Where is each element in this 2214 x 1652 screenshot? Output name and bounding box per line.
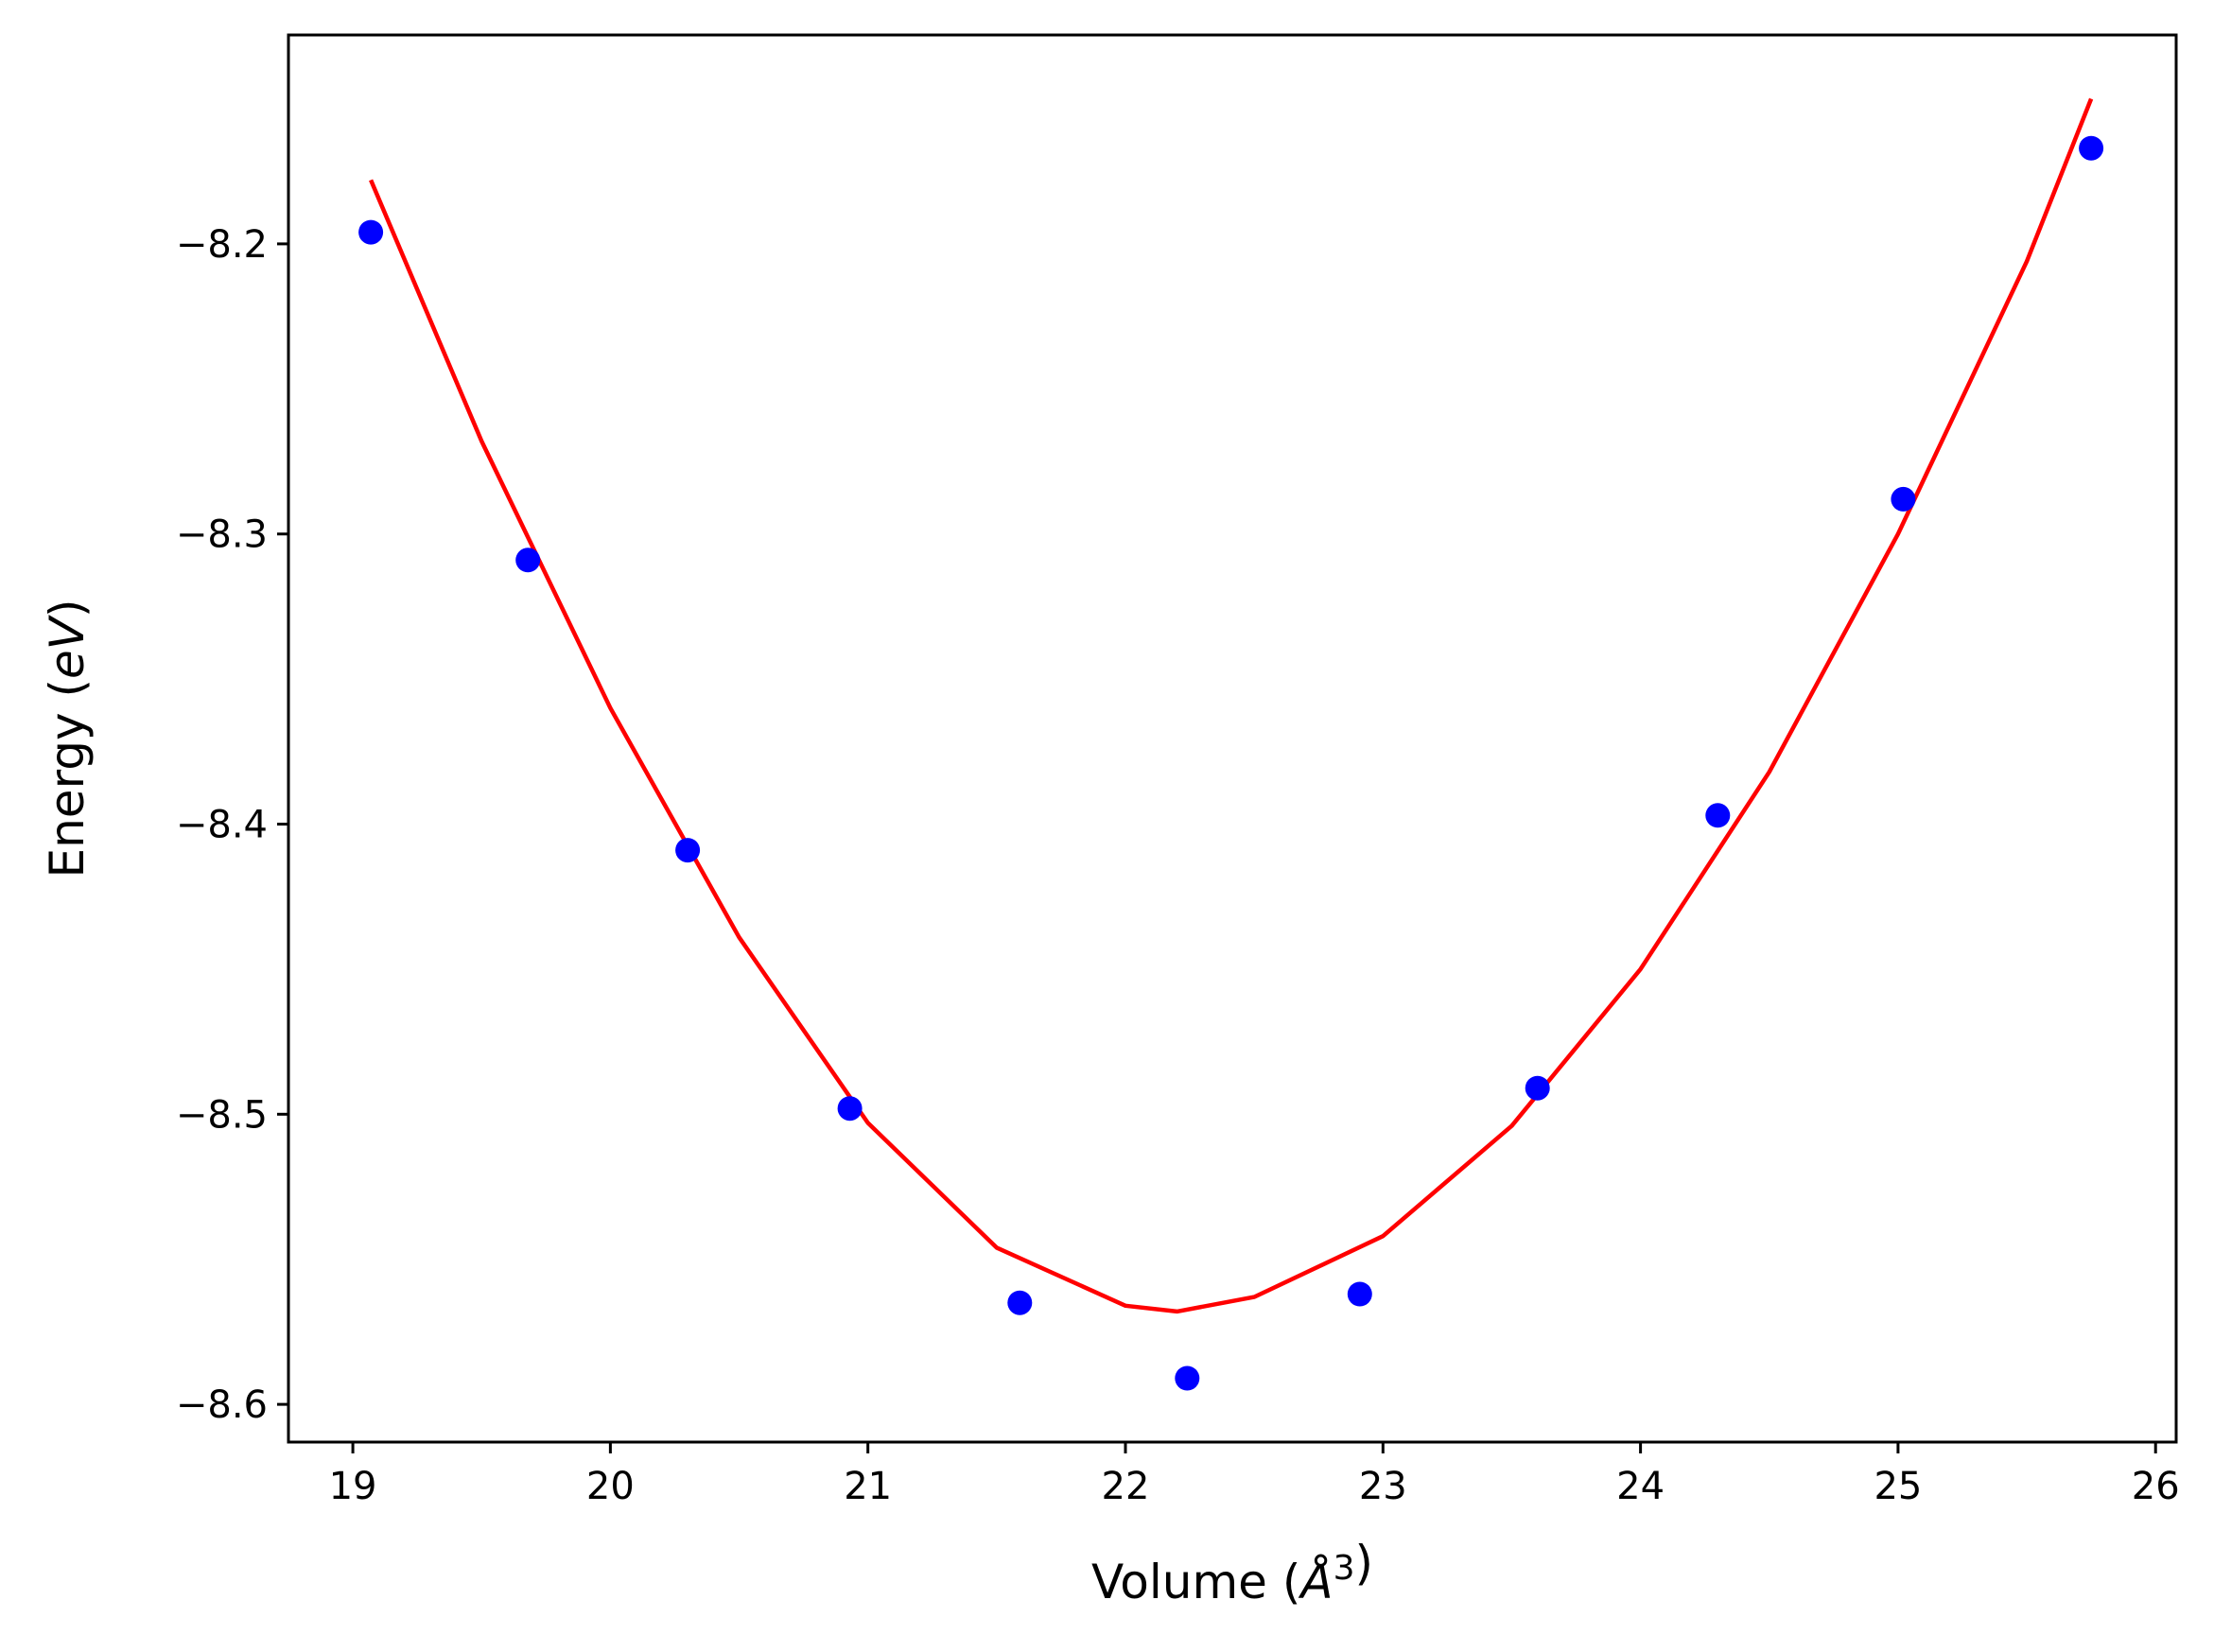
data-point bbox=[358, 219, 384, 245]
y-tick-label: −8.4 bbox=[176, 804, 268, 847]
y-tick-label: −8.5 bbox=[176, 1093, 268, 1137]
x-tick-label: 26 bbox=[2132, 1465, 2180, 1508]
x-axis-ticks: 19 20 21 22 23 24 25 26 bbox=[329, 1442, 2180, 1508]
data-point bbox=[1525, 1075, 1550, 1101]
data-point bbox=[675, 838, 701, 863]
x-tick-label: 22 bbox=[1102, 1465, 1150, 1508]
x-tick-label: 24 bbox=[1616, 1465, 1665, 1508]
data-point bbox=[1347, 1281, 1372, 1307]
data-point bbox=[1175, 1365, 1200, 1391]
data-points-layer bbox=[358, 135, 2104, 1391]
fit-curve-layer bbox=[369, 97, 2094, 1314]
y-tick-label: −8.2 bbox=[176, 223, 268, 267]
plot-frame bbox=[287, 33, 2178, 1444]
data-point bbox=[1007, 1290, 1033, 1315]
x-axis-label: Volume (Å3) bbox=[1091, 1536, 1373, 1609]
data-point bbox=[1891, 486, 1916, 512]
x-tick-label: 20 bbox=[586, 1465, 635, 1508]
data-point bbox=[837, 1096, 863, 1122]
data-point bbox=[515, 548, 541, 573]
y-tick-label: −8.3 bbox=[176, 513, 268, 557]
x-tick-label: 23 bbox=[1359, 1465, 1407, 1508]
y-axis-ticks: −8.2 −8.3 −8.4 −8.5 −8.6 bbox=[176, 223, 288, 1427]
x-tick-label: 19 bbox=[329, 1465, 377, 1508]
data-point bbox=[2079, 135, 2104, 161]
data-point bbox=[1705, 803, 1731, 828]
fit-curve bbox=[369, 97, 2094, 1314]
y-axis-label: Energy (eV) bbox=[40, 600, 95, 878]
x-tick-label: 25 bbox=[1874, 1465, 1922, 1508]
y-tick-label: −8.6 bbox=[176, 1383, 268, 1427]
x-tick-label: 21 bbox=[844, 1465, 892, 1508]
